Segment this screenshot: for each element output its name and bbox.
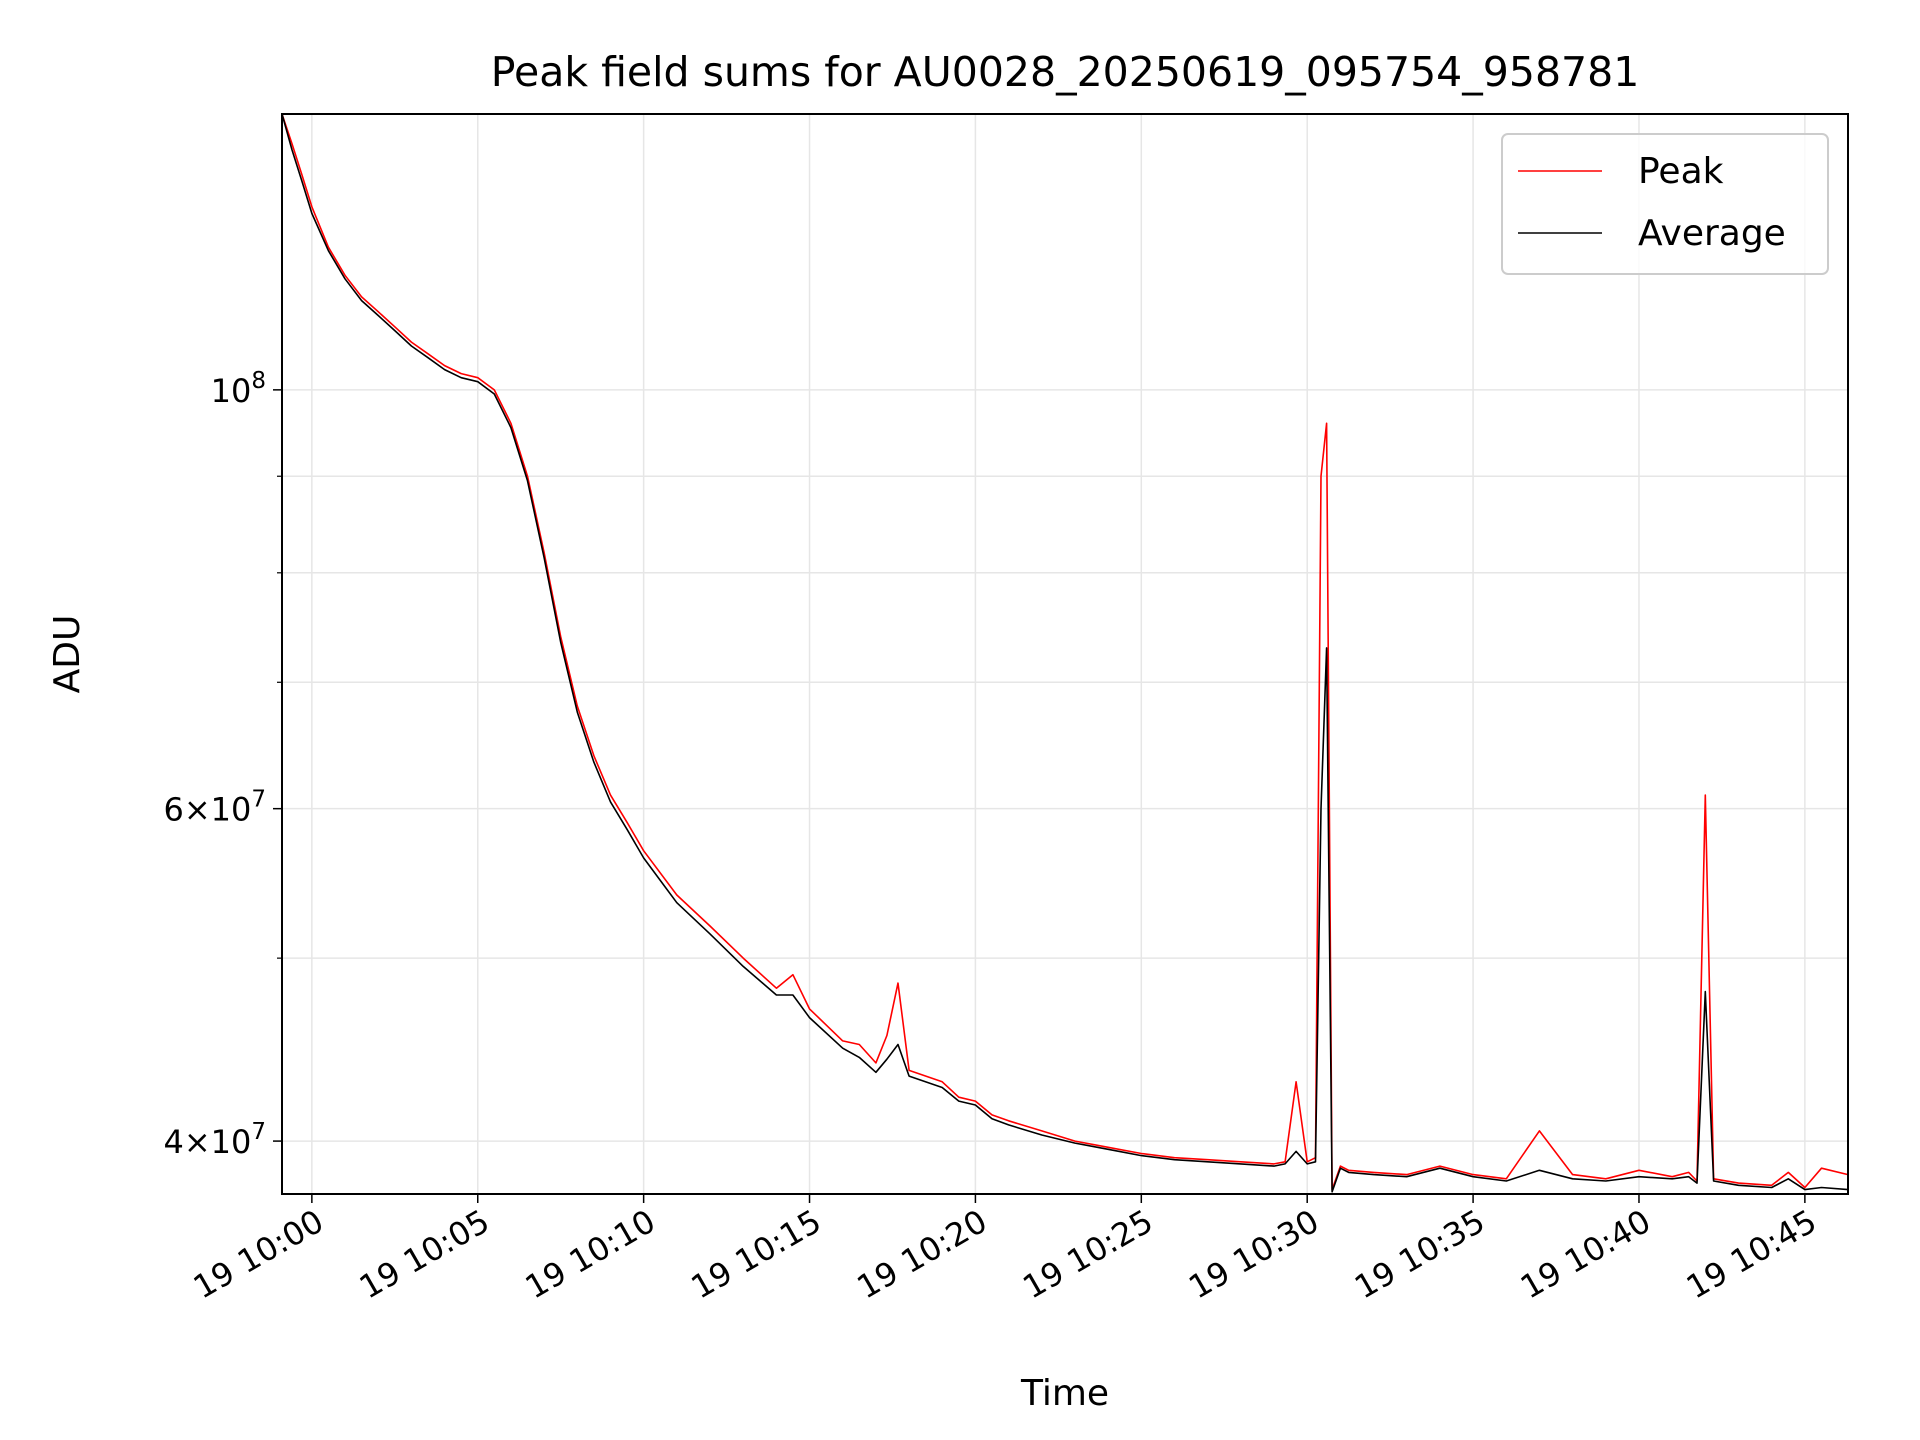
- legend-label-average: Average: [1638, 213, 1786, 254]
- x-axis-label: Time: [1020, 1373, 1109, 1414]
- legend: Peak Average: [1501, 133, 1829, 275]
- legend-label-peak: Peak: [1638, 151, 1724, 192]
- y-tick-label: 108: [211, 368, 266, 410]
- legend-box: [1501, 133, 1829, 275]
- y-tick-label: 6×107: [163, 787, 266, 829]
- series-line-peak: [281, 113, 1849, 1191]
- series-line-average: [281, 113, 1849, 1193]
- y-axis-label: ADU: [47, 615, 88, 694]
- chart-title: Peak field sums for AU0028_20250619_0957…: [491, 48, 1640, 96]
- y-tick-label: 4×107: [163, 1119, 266, 1161]
- plot-frame: [281, 113, 1849, 1195]
- plot-series: [281, 113, 1849, 1193]
